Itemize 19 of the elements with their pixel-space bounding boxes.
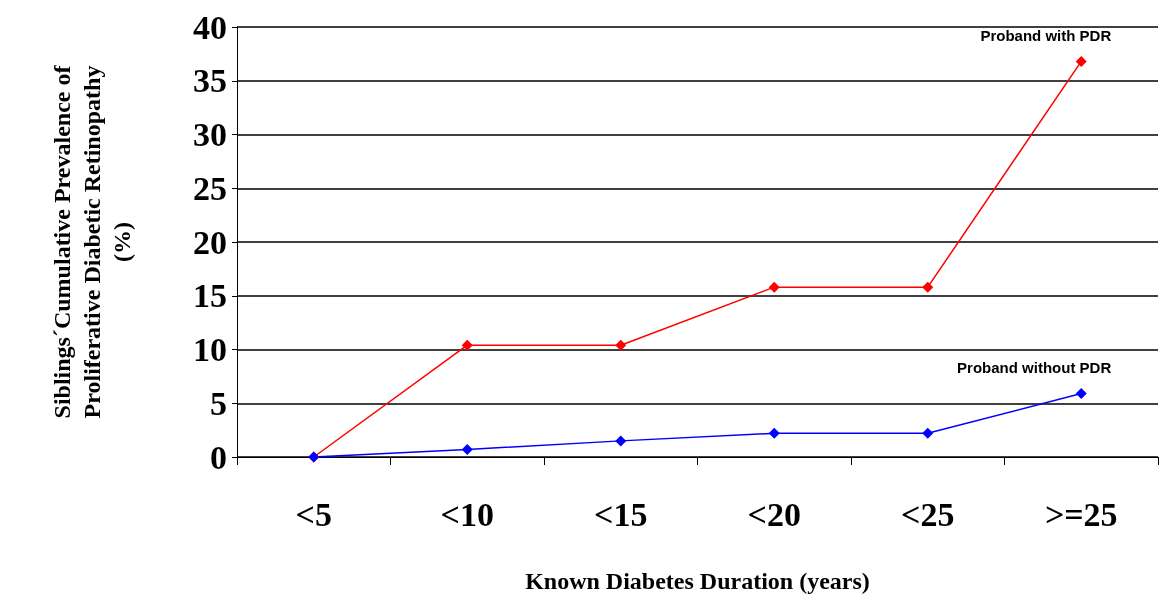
y-tick-label: 20 <box>193 223 227 261</box>
y-tick-label: 15 <box>193 277 227 315</box>
text: Proband without PDR <box>957 359 1112 377</box>
y-tick-label: 25 <box>193 169 227 207</box>
y-tick-label: 10 <box>193 331 227 368</box>
y-tick-label: 5 <box>210 384 227 422</box>
x-tick-label: <20 <box>747 495 801 533</box>
y-tick-label: 40 <box>193 8 227 46</box>
y-tick-label: 30 <box>193 116 227 153</box>
x-tick-label: <5 <box>295 495 332 533</box>
x-tick-label: >=25 <box>1044 495 1118 533</box>
x-tick-label: <25 <box>901 495 955 533</box>
text: Proband with PDR <box>980 26 1112 44</box>
y-axis-title: Siblings´Cumulative Prevalence of Proliferative Diabetic Retinopathy (%) <box>49 64 135 419</box>
x-tick-label: <15 <box>594 495 648 533</box>
x-axis-title: Known Diabetes Duration (years) <box>525 568 870 594</box>
y-tick-label: 35 <box>193 62 227 100</box>
x-tick-label: <10 <box>440 495 494 533</box>
y-tick-label: 0 <box>210 438 227 476</box>
